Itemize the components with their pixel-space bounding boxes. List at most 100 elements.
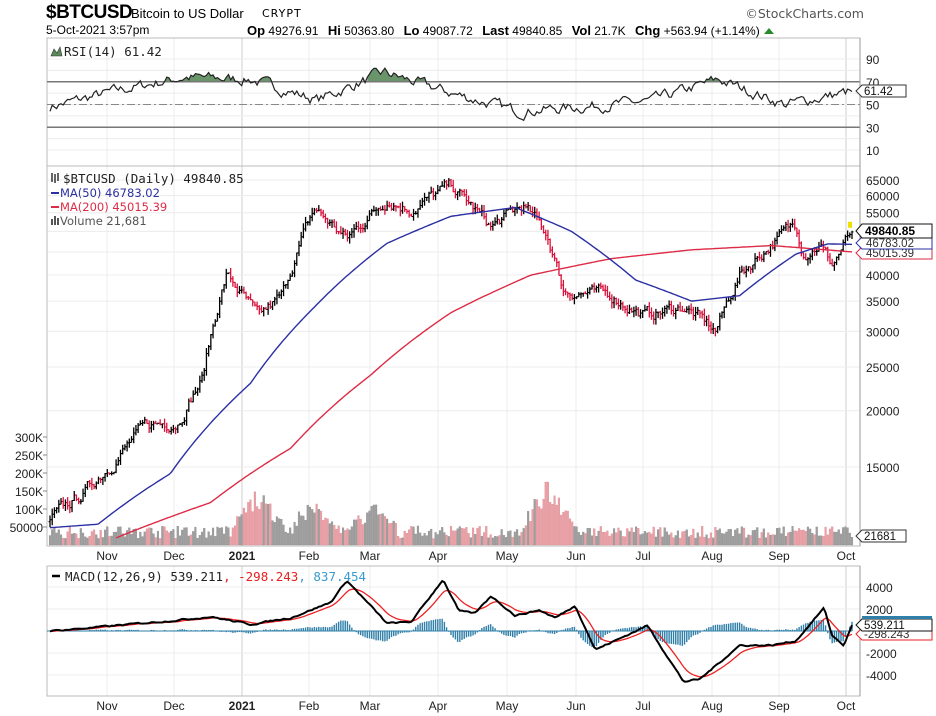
volume-bar (758, 537, 761, 546)
volume-bar (273, 522, 276, 546)
volume-bar (326, 518, 329, 546)
price-bar (588, 286, 592, 295)
volume-bar (736, 528, 739, 546)
volume-bar (236, 516, 239, 546)
volume-bar (361, 524, 364, 546)
volume-bar (538, 506, 541, 546)
volume-bar (322, 520, 325, 546)
price-bar (418, 199, 422, 210)
volume-bar (128, 527, 131, 546)
price-bar (282, 281, 286, 297)
volume-bar (571, 521, 574, 546)
price-bar (594, 285, 598, 293)
date-axis-label-middle: Dec (163, 549, 184, 563)
volume-bar (359, 518, 362, 546)
price-bar (687, 305, 691, 315)
volume-bar (394, 523, 397, 546)
volume-bar (544, 481, 547, 546)
price-bar (791, 218, 795, 228)
price-y-tick: 65000 (866, 174, 900, 188)
date-axis-label-middle: Oct (837, 549, 856, 563)
volume-bar (192, 531, 195, 546)
price-bar (500, 217, 504, 228)
price-bar (548, 238, 552, 253)
volume-bar (690, 535, 693, 546)
volume-bar (333, 525, 336, 546)
price-bar (742, 266, 746, 275)
volume-bar (560, 514, 563, 546)
price-bar (143, 416, 147, 424)
volume-bar (302, 515, 305, 546)
price-bar (68, 500, 72, 514)
price-bar (116, 457, 120, 466)
copyright[interactable]: ©StockCharts.com (745, 6, 864, 21)
volume-bar (846, 527, 849, 546)
volume-bar (771, 534, 774, 546)
price-bar (757, 251, 761, 261)
volume-bar (330, 521, 334, 546)
volume-bar (646, 532, 649, 546)
price-bar (570, 293, 574, 301)
volume-bar (161, 526, 164, 546)
volume-bar (798, 528, 801, 546)
volume-bar (419, 532, 422, 546)
volume-bar (62, 537, 65, 546)
volume-bar (306, 504, 309, 546)
volume-bar (577, 532, 580, 546)
ma50-value-tag: 46783.02 (855, 236, 933, 250)
volume-bar (370, 506, 373, 546)
price-bar (398, 202, 402, 217)
price-bar (271, 301, 275, 311)
volume-bar (390, 522, 393, 546)
rsi-y-tick: 30 (866, 121, 880, 135)
price-bar (784, 221, 788, 231)
volume-bar (844, 526, 847, 546)
price-y-tick: 35000 (866, 295, 900, 309)
volume-bar (553, 495, 556, 546)
volume-bar (787, 532, 790, 546)
price-bar (74, 494, 78, 502)
ohlc-legend-icon (51, 173, 59, 183)
volume-bar (500, 529, 503, 546)
price-bar (200, 371, 204, 383)
volume-bar (372, 504, 375, 546)
volume-bar (564, 510, 567, 546)
volume-bar (740, 526, 743, 546)
volume-bar (377, 514, 380, 546)
price-bar (257, 305, 261, 315)
price-bar (579, 292, 583, 299)
volume-bar (610, 533, 613, 546)
volume-bar (427, 530, 431, 546)
volume-bar (59, 534, 63, 546)
volume-bar (64, 538, 67, 546)
vol-label: Vol (571, 23, 591, 38)
volume-bar (491, 537, 494, 546)
price-bar (491, 220, 495, 231)
price-bar (680, 305, 684, 313)
volume-bar (315, 503, 318, 546)
volume-bar (126, 530, 129, 546)
volume-bar (557, 497, 561, 546)
volume-bar (375, 504, 378, 546)
price-bar (828, 253, 832, 265)
volume-bar (599, 526, 602, 546)
price-bar (348, 231, 352, 244)
volume-bar (751, 530, 754, 546)
price-bar (652, 311, 656, 325)
volume-bar (381, 513, 384, 546)
price-y-tick: 40000 (866, 269, 900, 283)
volume-y-tick: 200K (15, 467, 43, 481)
volume-bar (551, 504, 554, 546)
volume-bar (165, 530, 168, 546)
date-axis-label-bottom: Dec (163, 699, 184, 713)
price-bar (557, 260, 561, 276)
macd-line (49, 579, 853, 683)
price-bar (643, 304, 647, 312)
rsi-legend-icon (50, 46, 63, 57)
volume-bar (452, 530, 455, 546)
price-bar (760, 254, 764, 262)
price-bar (702, 308, 706, 326)
last-price-tag-text: 49840.85 (865, 224, 915, 238)
rsi-layer (47, 67, 860, 128)
volume-bar (441, 527, 444, 546)
